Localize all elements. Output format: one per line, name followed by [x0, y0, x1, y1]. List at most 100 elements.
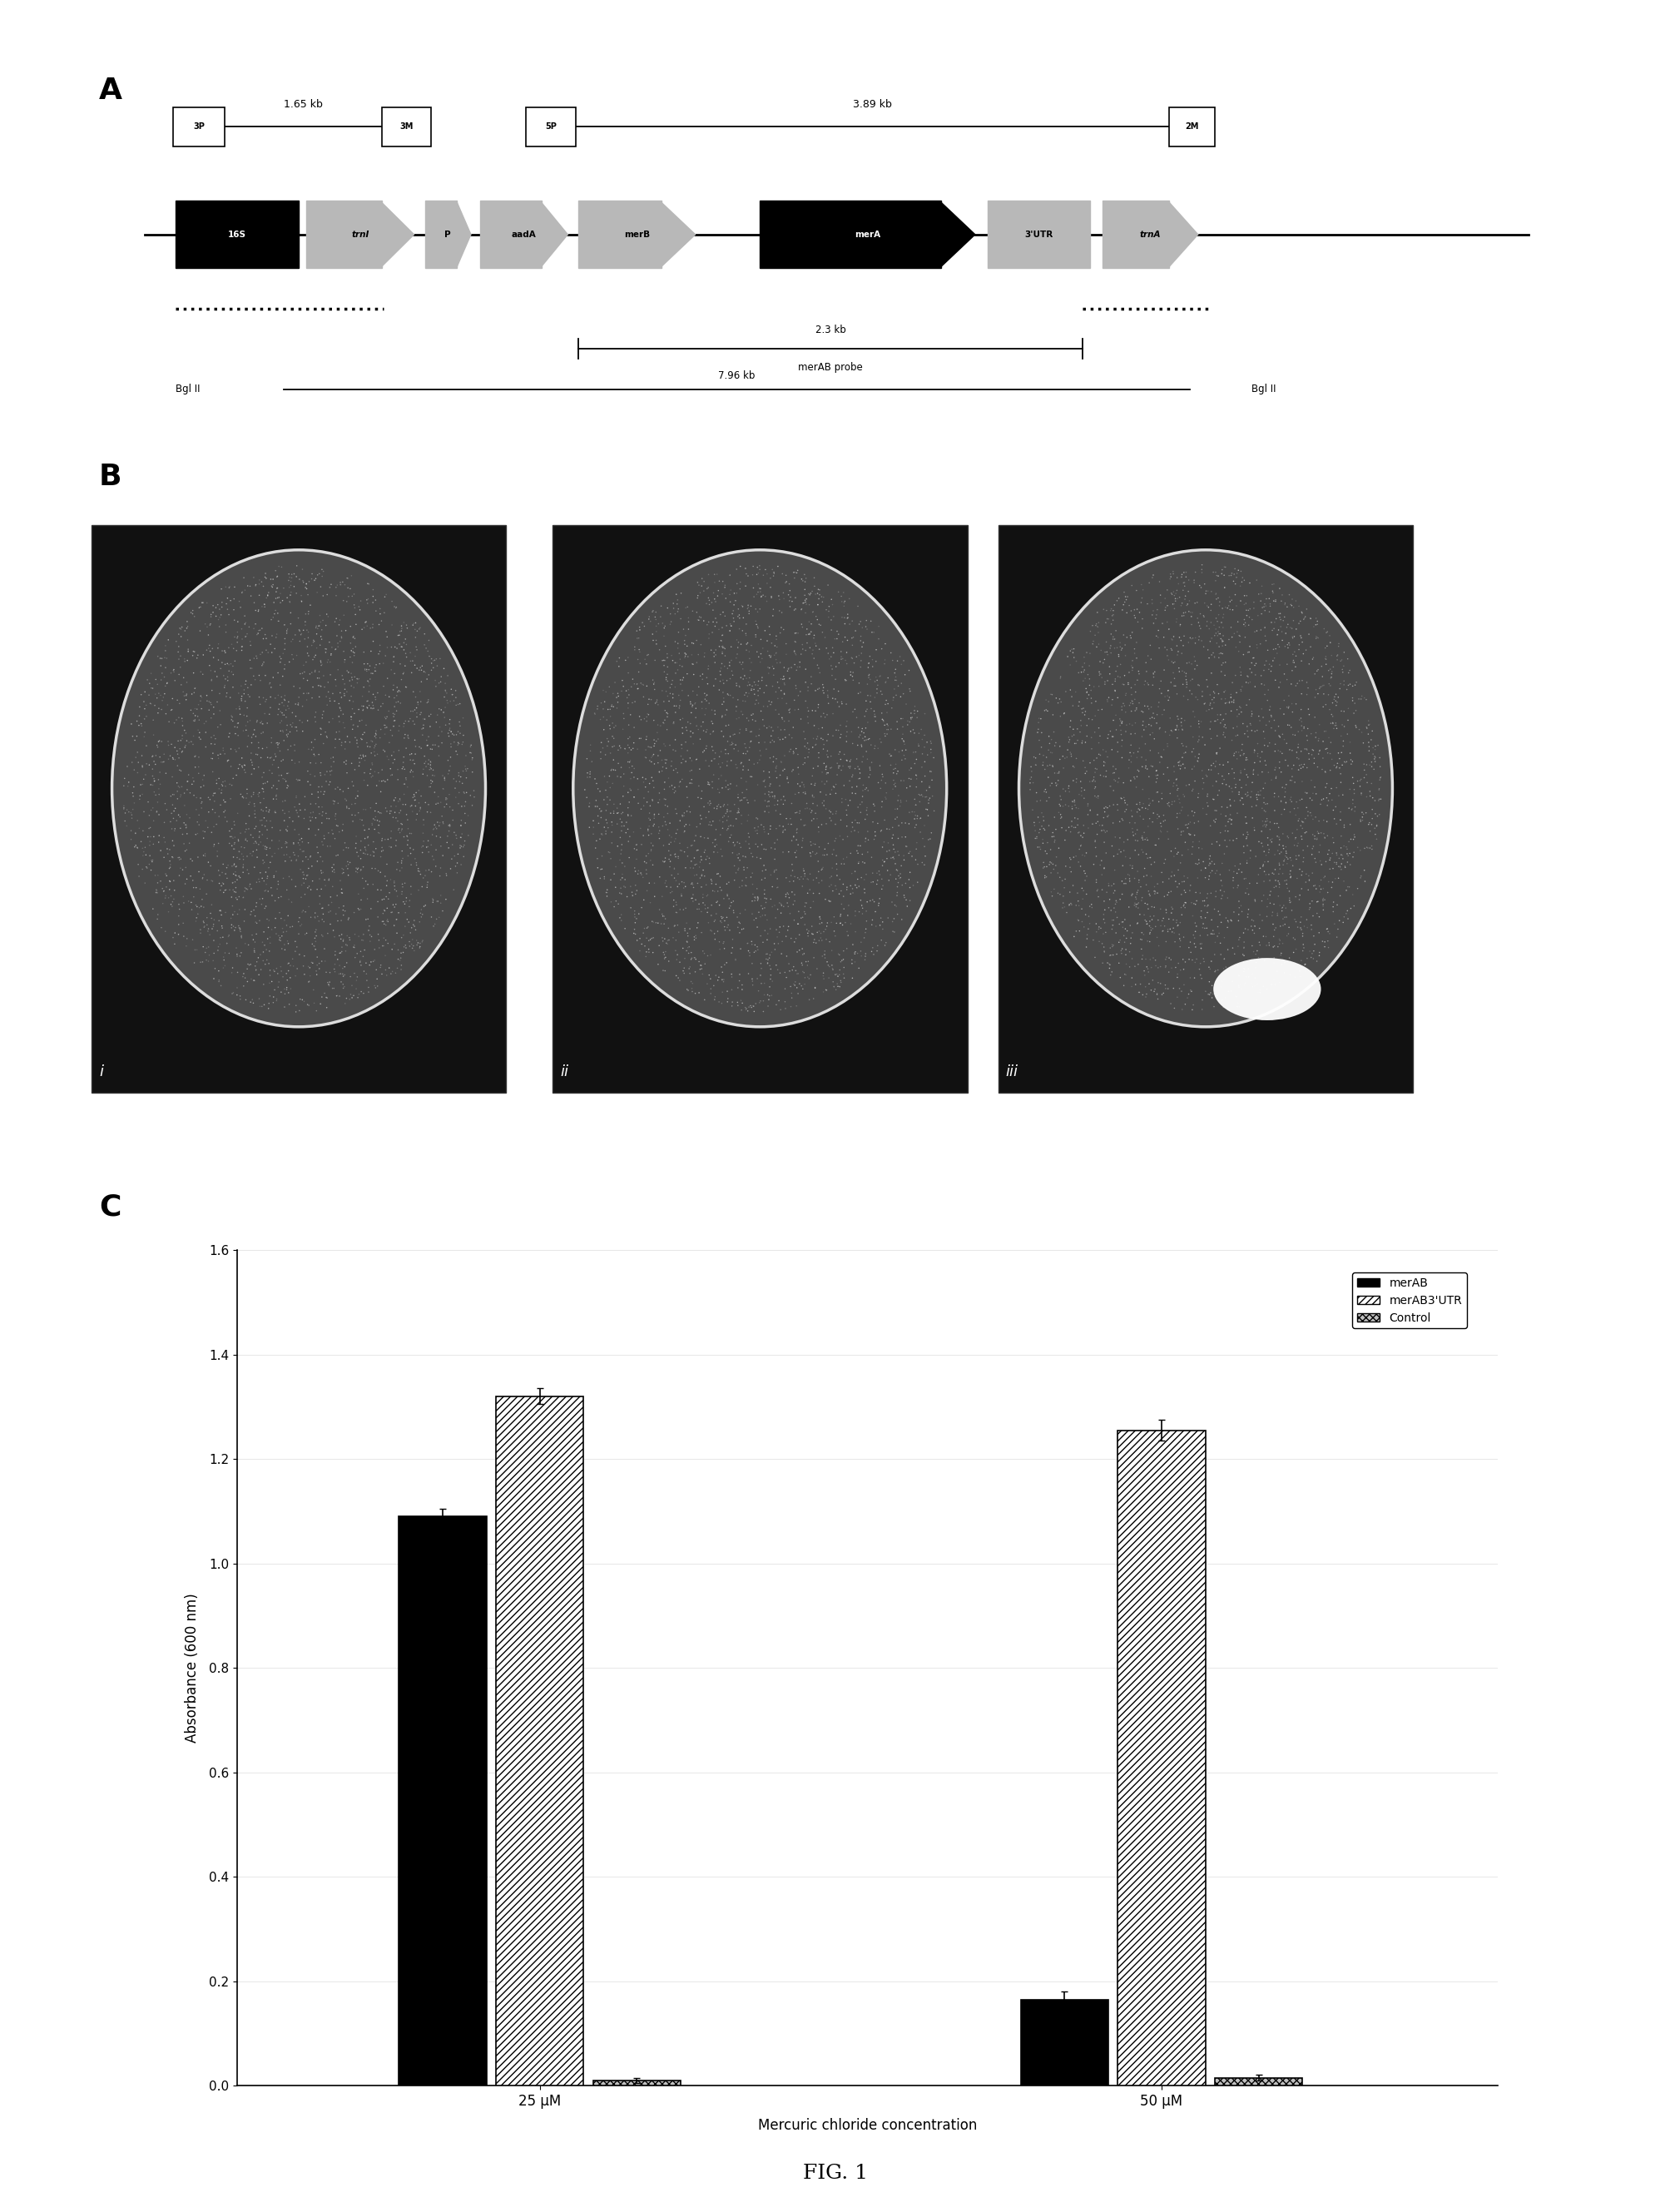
Point: [1112, 595, 1139, 630]
Point: [195, 781, 222, 816]
Point: [690, 604, 716, 639]
Point: [837, 750, 863, 785]
Point: [411, 617, 438, 653]
Point: [752, 967, 778, 1002]
Point: [1309, 816, 1336, 852]
Point: [245, 577, 272, 613]
Point: [882, 889, 908, 925]
Point: [1301, 770, 1328, 805]
Point: [855, 823, 882, 858]
Point: [1126, 975, 1152, 1011]
Point: [382, 902, 409, 938]
Point: [760, 723, 787, 759]
Point: [271, 633, 297, 668]
Point: [778, 975, 805, 1011]
Point: [1196, 951, 1222, 987]
Point: [327, 564, 354, 599]
Point: [287, 792, 314, 827]
Point: [593, 772, 620, 807]
Point: [1281, 821, 1308, 856]
Point: [1197, 854, 1224, 889]
Point: [905, 717, 932, 752]
Point: [810, 787, 837, 823]
Point: [162, 741, 189, 776]
Point: [329, 876, 356, 911]
Point: [331, 969, 357, 1004]
Point: [357, 757, 384, 792]
Point: [1162, 905, 1189, 940]
Point: [277, 708, 304, 743]
Point: [1191, 900, 1217, 936]
Point: [428, 659, 454, 695]
Point: [1136, 878, 1162, 914]
Point: [738, 896, 765, 931]
Point: [1035, 807, 1062, 843]
Point: [164, 765, 190, 801]
Point: [264, 863, 291, 898]
Point: [229, 622, 256, 657]
Point: [1239, 754, 1266, 790]
Point: [376, 876, 402, 911]
Point: [250, 588, 277, 624]
Point: [396, 701, 423, 737]
Point: [620, 779, 646, 814]
Point: [237, 628, 264, 664]
Point: [807, 721, 833, 757]
Point: [638, 595, 665, 630]
Point: [297, 838, 324, 874]
Text: C: C: [99, 1192, 120, 1221]
Point: [250, 827, 277, 863]
Point: [1099, 748, 1126, 783]
Point: [645, 810, 671, 845]
Point: [700, 593, 726, 628]
Point: [1241, 909, 1268, 945]
Point: [352, 945, 379, 980]
Point: [1077, 792, 1104, 827]
Point: [1144, 619, 1171, 655]
Point: [740, 697, 767, 732]
Point: [757, 639, 783, 675]
Point: [1172, 807, 1199, 843]
Point: [1289, 916, 1316, 951]
Point: [762, 635, 788, 670]
Point: [815, 949, 842, 984]
Point: [655, 834, 681, 869]
Point: [184, 896, 210, 931]
Point: [164, 774, 190, 810]
Point: [1116, 949, 1142, 984]
Point: [1216, 622, 1242, 657]
Point: [1273, 900, 1299, 936]
Point: [716, 606, 743, 641]
Point: [391, 818, 418, 854]
Ellipse shape: [1212, 958, 1321, 1020]
Point: [767, 885, 793, 920]
Point: [1216, 852, 1242, 887]
Point: [661, 849, 688, 885]
Point: [630, 916, 656, 951]
Point: [1022, 741, 1049, 776]
Text: Bgl II: Bgl II: [1251, 383, 1276, 394]
Point: [1084, 872, 1111, 907]
Point: [691, 936, 718, 971]
Point: [882, 834, 908, 869]
Point: [1354, 830, 1381, 865]
Point: [1151, 845, 1177, 880]
Point: [411, 807, 438, 843]
Point: [307, 987, 334, 1022]
Point: [224, 796, 250, 832]
Point: [421, 907, 448, 942]
Point: [773, 637, 800, 672]
Point: [1239, 765, 1266, 801]
Point: [224, 883, 250, 918]
Point: [342, 785, 369, 821]
Point: [1156, 787, 1182, 823]
Point: [750, 701, 777, 737]
Point: [1141, 701, 1167, 737]
Point: [1266, 734, 1293, 770]
Point: [726, 659, 753, 695]
Point: [302, 931, 329, 967]
Point: [1164, 980, 1191, 1015]
Point: [232, 712, 259, 748]
Point: [184, 900, 210, 936]
Point: [296, 637, 322, 672]
